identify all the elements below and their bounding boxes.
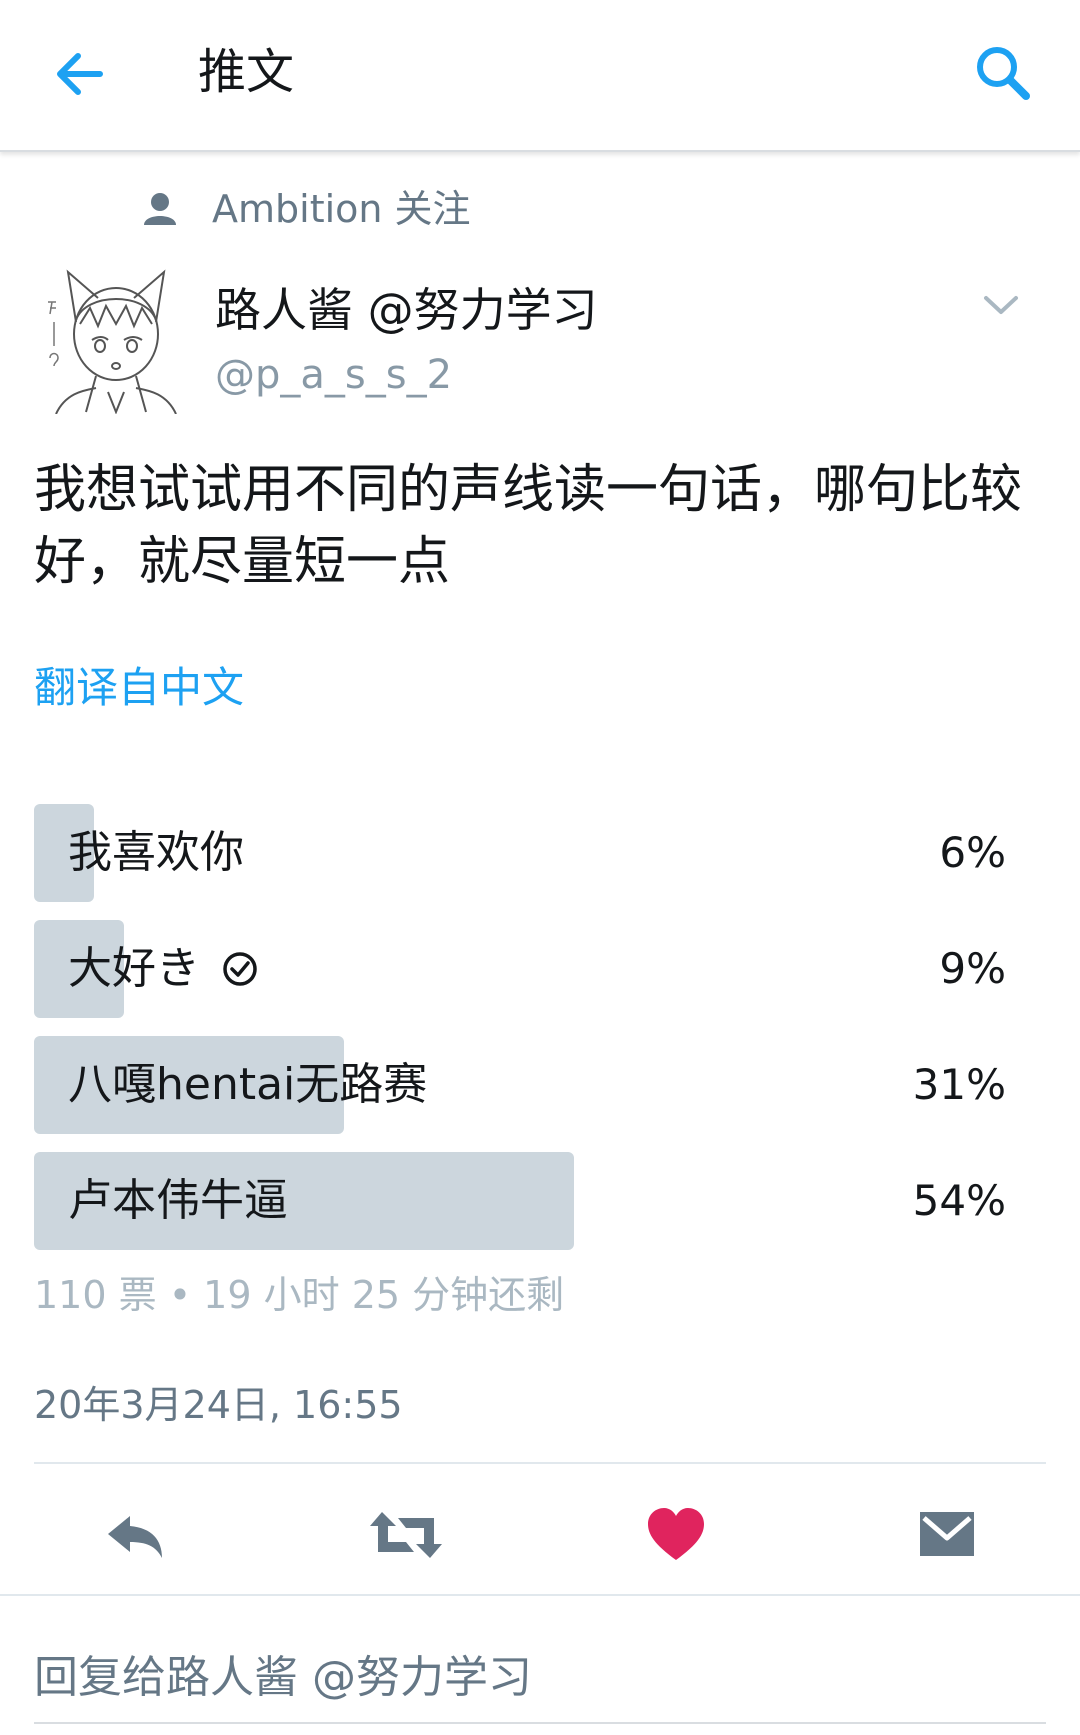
person-icon — [144, 193, 176, 225]
poll-option-percent: 9% — [939, 944, 1006, 993]
poll-option: 卢本伟牛逼 54% — [34, 1152, 1034, 1250]
reply-icon — [108, 1516, 162, 1558]
social-context-text: Ambition 关注 — [212, 187, 471, 231]
poll-option-percent: 54% — [912, 1176, 1006, 1225]
poll-option-label: 八嘎hentai无路赛 — [68, 1059, 428, 1110]
top-app-bar: 推文 — [0, 0, 1080, 152]
poll-option-percent: 6% — [939, 828, 1006, 877]
check-circle-icon — [223, 952, 257, 986]
like-button[interactable] — [644, 1500, 708, 1570]
poll-bar — [34, 1152, 574, 1250]
divider — [34, 1462, 1046, 1464]
back-button[interactable] — [50, 44, 110, 104]
poll-option-label: 我喜欢你 — [68, 827, 244, 878]
poll-option: 我喜欢你 6% — [34, 804, 1034, 902]
poll: 我喜欢你 6% 大好き 9% 八嘎hentai无路赛 31% 卢本伟牛逼 54% — [34, 804, 1034, 1268]
poll-option-percent: 31% — [912, 1060, 1006, 1109]
retweet-icon — [370, 1512, 442, 1558]
more-options-button[interactable] — [980, 290, 1022, 320]
reply-button[interactable] — [100, 1500, 170, 1570]
reply-input[interactable]: 回复给路人酱 @努力学习 — [34, 1652, 532, 1703]
direct-message-button[interactable] — [916, 1500, 978, 1570]
avatar[interactable] — [46, 262, 186, 415]
back-arrow-icon — [57, 53, 103, 95]
chevron-down-icon — [984, 296, 1018, 314]
poll-meta: 110 票 • 19 小时 25 分钟还剩 — [34, 1273, 565, 1317]
poll-bar — [34, 920, 124, 1018]
poll-bar — [34, 1036, 344, 1134]
tweet-actions — [0, 1500, 1080, 1570]
poll-option: 八嘎hentai无路赛 31% — [34, 1036, 1034, 1134]
author-display-name[interactable]: 路人酱 @努力学习 — [215, 283, 598, 337]
tweet-timestamp: 20年3月24日, 16:55 — [34, 1383, 403, 1427]
poll-option: 大好き 9% — [34, 920, 1034, 1018]
divider — [0, 1594, 1080, 1596]
heart-icon — [648, 1508, 704, 1560]
retweet-button[interactable] — [366, 1500, 446, 1570]
poll-option-label: 卢本伟牛逼 — [68, 1175, 288, 1226]
tweet-text: 我想试试用不同的声线读一句话，哪句比较好，就尽量短一点 — [34, 460, 1023, 592]
search-button[interactable] — [970, 40, 1036, 106]
poll-bar — [34, 804, 94, 902]
reply-input-underline — [34, 1722, 1046, 1724]
envelope-icon — [920, 1512, 974, 1556]
search-icon — [977, 47, 1030, 100]
author-handle[interactable]: @p_a_s_s_2 — [215, 352, 453, 398]
page-title: 推文 — [198, 44, 295, 100]
translate-link[interactable]: 翻译自中文 — [34, 663, 245, 712]
poll-option-label: 大好き — [68, 920, 258, 1018]
